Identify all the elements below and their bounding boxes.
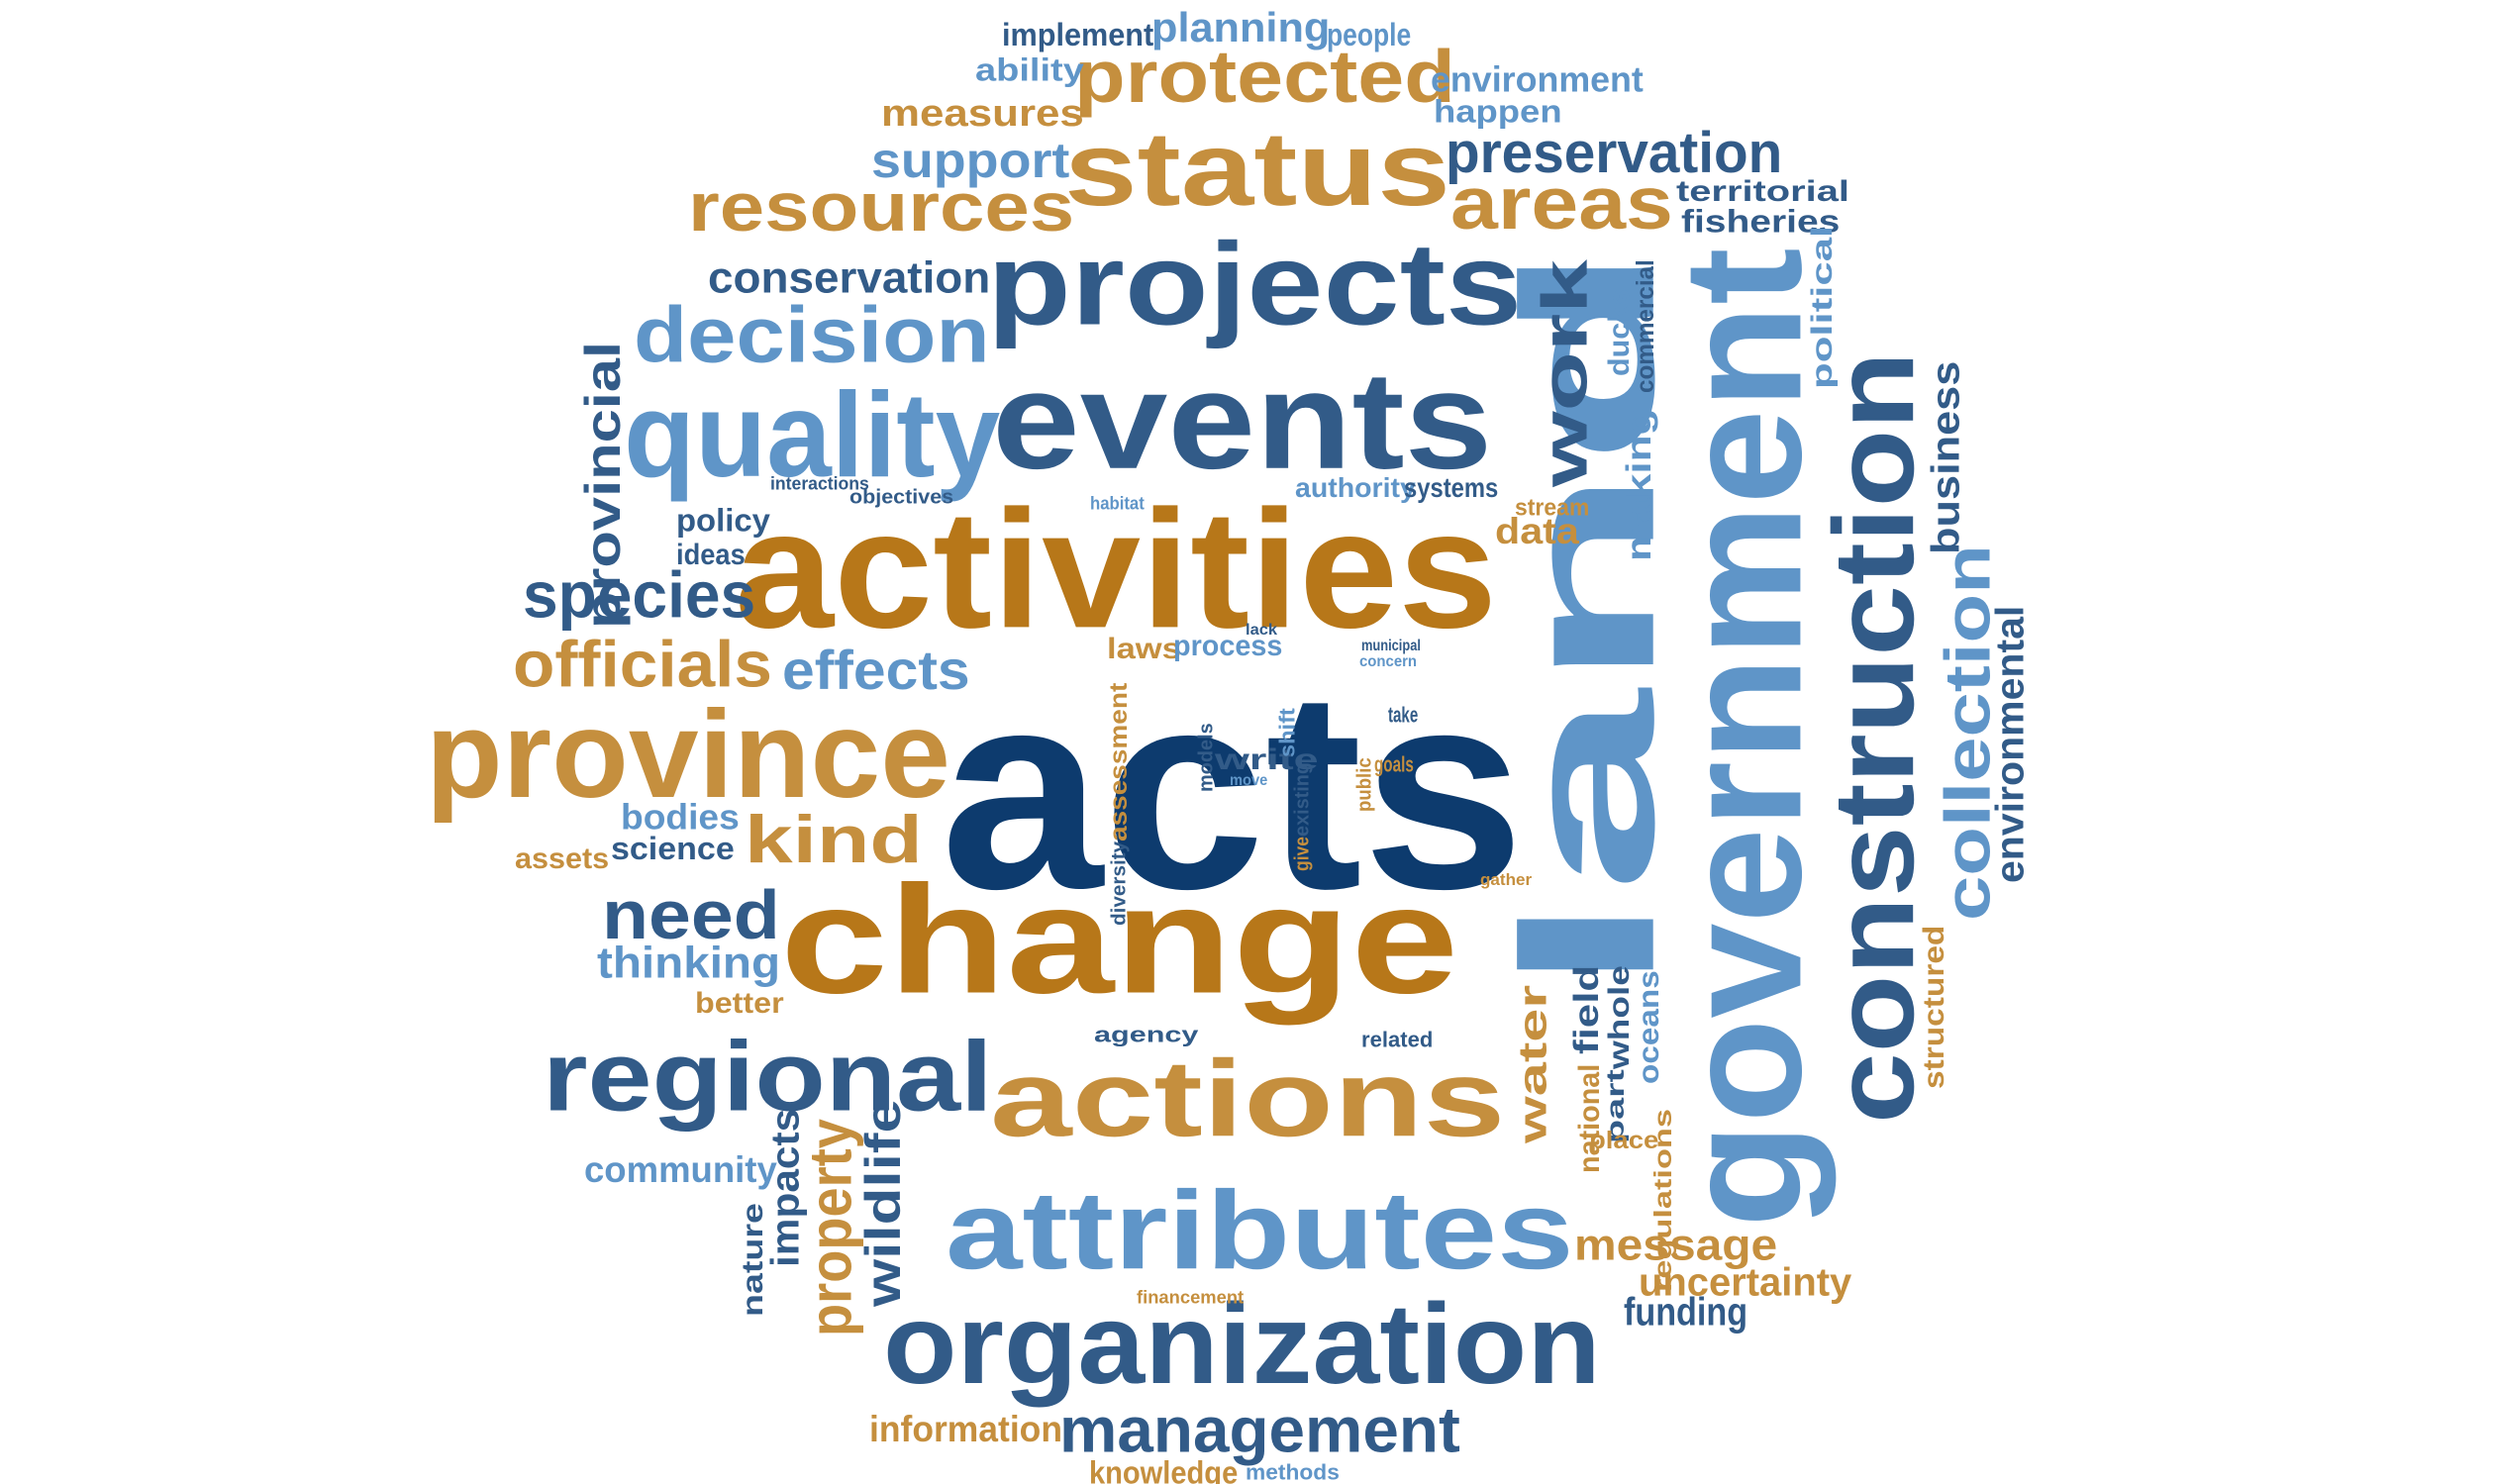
word-concern: concern bbox=[1359, 651, 1418, 670]
word-ideas: ideas bbox=[676, 537, 746, 571]
word-oceans: oceans bbox=[1631, 970, 1665, 1084]
word-environmental: environmental bbox=[1987, 605, 2033, 883]
word-conservation: conservation bbox=[708, 252, 991, 303]
word-attributes: attributes bbox=[946, 1168, 1574, 1293]
word-move: move bbox=[1230, 770, 1268, 789]
word-actions: actions bbox=[990, 1038, 1506, 1159]
word-related: related bbox=[1361, 1028, 1434, 1052]
word-better: better bbox=[695, 985, 784, 1020]
word-ducks: ducks bbox=[1601, 288, 1636, 376]
word-existing: existing bbox=[1290, 761, 1313, 837]
word-authority: authority bbox=[1295, 472, 1416, 504]
word-projects: projects bbox=[987, 218, 1523, 349]
word-fisheries: fisheries bbox=[1681, 203, 1841, 240]
word-government: government bbox=[1647, 247, 1837, 1228]
word-structured: structured bbox=[1916, 925, 1950, 1089]
word-objectives: objectives bbox=[849, 485, 954, 508]
word-message: message bbox=[1574, 1220, 1778, 1270]
word-knowledge: knowledge bbox=[1089, 1454, 1239, 1484]
word-nature: nature bbox=[735, 1203, 769, 1317]
word-organization: organization bbox=[883, 1279, 1601, 1408]
word-public: public bbox=[1352, 757, 1375, 812]
word-assessment: assessment bbox=[1104, 682, 1133, 841]
word-take: take bbox=[1388, 703, 1419, 728]
word-municipal: municipal bbox=[1361, 636, 1421, 654]
word-policy: policy bbox=[676, 502, 770, 539]
word-effects: effects bbox=[782, 640, 970, 701]
word-water: water bbox=[1510, 984, 1555, 1143]
word-need: need bbox=[602, 876, 780, 954]
word-financement: financement bbox=[1137, 1287, 1245, 1308]
word-kind: kind bbox=[745, 802, 923, 877]
word-resources: resources bbox=[688, 168, 1075, 247]
word-shift: shift bbox=[1275, 708, 1300, 757]
word-province: province bbox=[426, 684, 950, 824]
word-events: events bbox=[992, 343, 1493, 499]
word-national: national bbox=[1571, 1063, 1606, 1173]
word-status: status bbox=[1064, 110, 1450, 228]
word-implement: implement bbox=[1002, 17, 1154, 53]
word-gather: gather bbox=[1480, 869, 1533, 889]
word-wildlife: wildlife bbox=[856, 1099, 912, 1307]
word-write: write bbox=[1215, 742, 1319, 776]
word-support: support bbox=[871, 134, 1070, 189]
word-uncertainty: uncertainty bbox=[1639, 1259, 1852, 1305]
word-provincial: provincial bbox=[576, 341, 632, 629]
word-property: property bbox=[798, 1119, 864, 1336]
word-models: models bbox=[1194, 723, 1217, 792]
word-acts: acts bbox=[941, 631, 1525, 948]
word-people: people bbox=[1327, 17, 1412, 53]
word-species: species bbox=[523, 557, 756, 632]
word-making: making bbox=[1619, 408, 1659, 561]
word-officials: officials bbox=[513, 627, 772, 701]
word-management: management bbox=[1059, 1393, 1460, 1466]
word-ability: ability bbox=[975, 51, 1084, 88]
word-whole: whole bbox=[1601, 965, 1636, 1069]
word-habitat: habitat bbox=[1090, 493, 1145, 514]
word-agency: agency bbox=[1094, 1023, 1199, 1047]
word-information: information bbox=[869, 1408, 1062, 1450]
word-thinking: thinking bbox=[597, 938, 781, 987]
word-political: political bbox=[1804, 225, 1839, 389]
word-change: change bbox=[780, 853, 1459, 1026]
word-commercial: commercial bbox=[1631, 259, 1659, 393]
word-give: give bbox=[1290, 836, 1313, 871]
word-community: community bbox=[584, 1148, 777, 1191]
word-field: field bbox=[1566, 964, 1607, 1054]
word-happen: happen bbox=[1434, 93, 1562, 130]
word-laws: laws bbox=[1107, 631, 1181, 665]
word-stream: stream bbox=[1515, 493, 1590, 521]
word-activities: activities bbox=[735, 474, 1498, 663]
word-business: business bbox=[1923, 360, 1968, 554]
word-work: work bbox=[1528, 259, 1601, 487]
word-areas: areas bbox=[1450, 161, 1673, 246]
word-bodies: bodies bbox=[621, 797, 740, 838]
word-process: process bbox=[1173, 628, 1283, 662]
word-quality: quality bbox=[624, 366, 1001, 502]
word-place: place bbox=[1589, 1126, 1659, 1154]
word-regional: regional bbox=[543, 1021, 993, 1132]
word-environment: environment bbox=[1431, 59, 1644, 100]
word-interactions: interactions bbox=[770, 473, 869, 494]
word-data: data bbox=[1495, 510, 1579, 552]
word-planning: planning bbox=[1151, 5, 1331, 51]
word-territorial: territorial bbox=[1676, 173, 1849, 208]
word-lack: lack bbox=[1246, 620, 1278, 639]
word-diversity: diversity bbox=[1107, 841, 1130, 926]
word-construction: construction bbox=[1809, 351, 1938, 1124]
word-decision: decision bbox=[634, 289, 990, 379]
word-protected: protected bbox=[1074, 35, 1455, 119]
word-assets: assets bbox=[515, 841, 610, 875]
word-preservation: preservation bbox=[1446, 120, 1783, 185]
word-funding: funding bbox=[1624, 1289, 1748, 1335]
word-systems: systems bbox=[1404, 472, 1499, 504]
word-science: science bbox=[611, 831, 735, 867]
word-goals: goals bbox=[1374, 752, 1414, 777]
word-measures: measures bbox=[881, 91, 1084, 135]
word-methods: methods bbox=[1246, 1460, 1340, 1484]
